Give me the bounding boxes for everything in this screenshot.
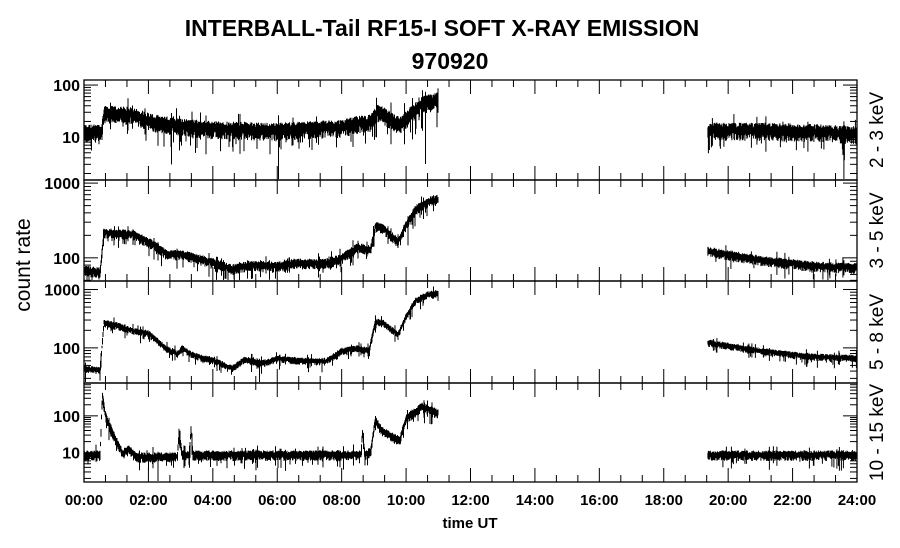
x-tick-label: 16:00: [580, 492, 618, 509]
series-1-segment-1: [83, 88, 439, 179]
x-tick-label: 20:00: [709, 492, 747, 509]
y-tick-label: 100: [53, 341, 80, 358]
series-3-segment-1: [83, 286, 439, 382]
panel-2: 100 1000 3 - 5 keV: [44, 176, 888, 282]
series-2-segment-1: [83, 195, 439, 280]
y-tick-label: 10: [62, 446, 80, 463]
x-tick-label: 00:00: [65, 492, 103, 509]
y-tick-label: 100: [53, 251, 80, 268]
x-tick-label: 06:00: [258, 492, 296, 509]
y-tick-label: 10: [62, 130, 80, 147]
series-4-segment-2: [707, 446, 858, 471]
panel-frame: [83, 179, 858, 282]
series-1-segment-2: [707, 114, 858, 179]
panel-frame: [83, 382, 858, 483]
panel-energy-label: 10 - 15 keV: [867, 384, 888, 481]
chart-subtitle: 970920: [412, 48, 489, 74]
chart-title: INTERBALL-Tail RF15-I SOFT X-RAY EMISSIO…: [185, 15, 700, 41]
x-axis-label: time UT: [442, 515, 497, 532]
x-tick-label: 22:00: [773, 492, 811, 509]
panel-1: 10 100 2 - 3 keV: [53, 78, 888, 181]
x-tick-label: 18:00: [645, 492, 683, 509]
x-tick-label: 04:00: [194, 492, 232, 509]
panel-4: 10 100 10 - 15 keV: [53, 382, 888, 483]
series-3-segment-2: [707, 338, 858, 369]
panel-3: 100 1000 5 - 8 keV: [44, 280, 888, 384]
series-2-segment-2: [707, 245, 858, 280]
series-4-segment-1: [83, 392, 439, 481]
x-tick-label: 14:00: [516, 492, 554, 509]
y-tick-label: 100: [53, 78, 80, 95]
x-tick-label: 24:00: [838, 492, 876, 509]
x-tick-label: 10:00: [387, 492, 425, 509]
y-axis-label: count rate: [12, 218, 35, 311]
panel-energy-label: 2 - 3 keV: [867, 92, 888, 168]
panel-energy-label: 3 - 5 keV: [867, 192, 888, 268]
x-tick-label: 08:00: [322, 492, 360, 509]
x-tick-label: 02:00: [129, 492, 167, 509]
panels: 10 100 2 - 3 keV 100 1000 3 - 5 keV 100 1000 5 -…: [44, 78, 888, 509]
panel-energy-label: 5 - 8 keV: [867, 294, 888, 370]
y-tick-label: 100: [53, 409, 80, 426]
x-tick-label: 12:00: [451, 492, 489, 509]
y-tick-label: 1000: [44, 283, 80, 300]
y-tick-label: 1000: [44, 176, 80, 193]
panel-frame: [83, 280, 858, 384]
